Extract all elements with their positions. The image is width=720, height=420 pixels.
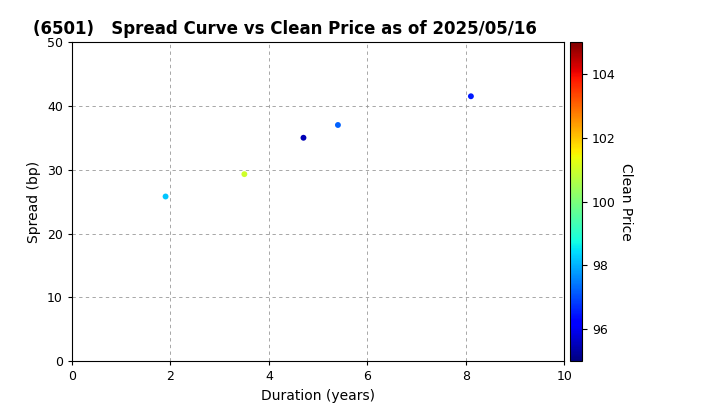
Point <box>465 93 477 100</box>
Point <box>238 171 250 178</box>
X-axis label: Duration (years): Duration (years) <box>261 389 375 403</box>
Y-axis label: Spread (bp): Spread (bp) <box>27 160 42 243</box>
Point <box>297 134 309 141</box>
Text: (6501)   Spread Curve vs Clean Price as of 2025/05/16: (6501) Spread Curve vs Clean Price as of… <box>32 20 536 38</box>
Point <box>332 122 343 129</box>
Point <box>160 193 171 200</box>
Y-axis label: Clean Price: Clean Price <box>618 163 633 241</box>
